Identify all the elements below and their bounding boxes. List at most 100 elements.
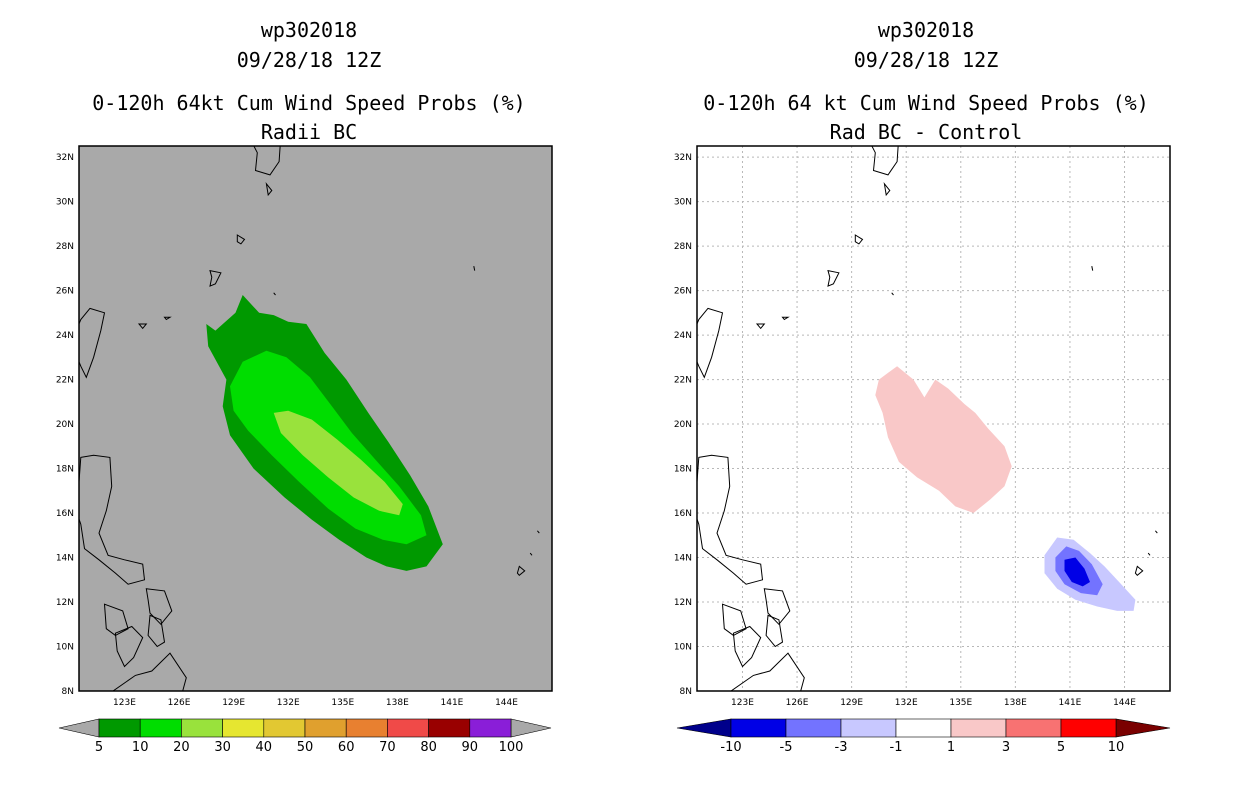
contour-level-1 — [875, 366, 1012, 513]
colorbar-label: 90 — [462, 740, 479, 755]
coastline-kyushu — [253, 146, 281, 176]
coastline-daito — [891, 292, 894, 296]
colorbar: -10 -5 -3 -1 1 3 5 10 — [676, 718, 1171, 755]
coastline-tanegashima — [265, 182, 273, 197]
coastline-amami — [236, 234, 246, 245]
coastline-samar — [145, 588, 173, 626]
chart-panel-2: wp302018 09/28/18 12Z 0-120h 64 kt Cum Win… — [674, 18, 1171, 755]
colorbar-swatch — [345, 718, 388, 738]
x-tick-label: 144E — [1113, 698, 1136, 708]
x-tick-label: 135E — [331, 698, 354, 708]
coastline-marianas-1 — [537, 530, 540, 534]
colorbar-swatch — [428, 718, 471, 738]
colorbar-swatch — [895, 718, 952, 738]
x-tick-label: 144E — [495, 698, 518, 708]
colorbar-swatch — [1005, 718, 1062, 738]
coastline-panay — [721, 603, 747, 636]
chart-title-line-1: wp302018 — [878, 18, 974, 42]
colorbar-swatch — [139, 718, 182, 738]
y-tick-label: 22N — [674, 376, 692, 386]
colorbar-label: 20 — [173, 740, 190, 755]
colorbar-swatch — [222, 718, 265, 738]
coastline-leyte — [765, 614, 784, 648]
coastline-okinawa — [827, 269, 840, 287]
colorbar-label: 10 — [1108, 740, 1125, 755]
y-tick-label: 14N — [674, 554, 692, 564]
coastline-marianas-1 — [1155, 530, 1158, 534]
plot-frame — [696, 145, 1171, 692]
colorbar-swatch — [950, 718, 1007, 738]
coastline-ishigaki — [755, 323, 766, 330]
contour-level-neg5 — [1064, 557, 1090, 587]
x-tick-label: 132E — [895, 698, 918, 708]
colorbar-label: 60 — [338, 740, 355, 755]
colorbar-swatch — [181, 718, 223, 738]
coastline-amami — [854, 234, 864, 245]
chart-title-line-2: 09/28/18 12Z — [237, 48, 382, 72]
y-tick-label: 20N — [56, 420, 74, 430]
colorbar-label: -1 — [890, 740, 903, 755]
chart-title-line-3: 0-120h 64 kt Cum Wind Speed Probs (%) — [703, 91, 1149, 115]
colorbar-label: 70 — [379, 740, 396, 755]
coastline-negros-cebu — [114, 625, 144, 668]
y-tick-label: 32N — [674, 153, 692, 163]
colorbar-swatch — [840, 718, 897, 738]
colorbar-label: 80 — [420, 740, 437, 755]
coastline-ogasawara — [1091, 266, 1094, 271]
x-tick-label: 138E — [1004, 698, 1027, 708]
colorbar-label: 10 — [132, 740, 149, 755]
x-tick-label: 126E — [168, 698, 191, 708]
y-tick-label: 28N — [56, 242, 74, 252]
chart-title-line-1: wp302018 — [261, 18, 357, 42]
x-tick-label: 135E — [949, 698, 972, 708]
coastline-taiwan — [697, 307, 724, 379]
colorbar-swatch — [263, 718, 306, 738]
colorbar-label: 40 — [256, 740, 273, 755]
chart-panel-1: wp302018 09/28/18 12Z 0-120h 64kt Cum Wind… — [56, 18, 553, 755]
coastline-leyte — [147, 614, 166, 648]
y-tick-label: 12N — [674, 598, 692, 608]
colorbar-swatch — [304, 718, 347, 738]
chart-title-line-4: Rad BC - Control — [830, 120, 1023, 144]
colorbar: 5 10 20 30 40 50 60 70 80 90 100 — [58, 718, 552, 755]
colorbar-label: 50 — [297, 740, 314, 755]
y-tick-label: 18N — [56, 465, 74, 475]
x-tick-label: 123E — [731, 698, 754, 708]
colorbar-swatch — [98, 718, 141, 738]
y-tick-label: 14N — [56, 554, 74, 564]
colorbar-end-left — [58, 718, 100, 738]
x-tick-label: 141E — [1059, 698, 1082, 708]
colorbar-label: 5 — [95, 740, 103, 755]
coastline-panay — [103, 603, 129, 636]
y-tick-label: 8N — [62, 687, 74, 697]
colorbar-swatch — [1060, 718, 1117, 738]
x-tick-label: 129E — [222, 698, 245, 708]
coastline-daito — [273, 292, 276, 296]
coastline-tanegashima — [883, 182, 891, 197]
y-tick-label: 30N — [674, 198, 692, 208]
y-tick-label: 8N — [680, 687, 692, 697]
colorbar-swatch — [785, 718, 842, 738]
coastline-okinawa — [209, 269, 222, 287]
y-tick-label: 16N — [674, 509, 692, 519]
coastline-luzon — [697, 454, 764, 585]
coastline-mindanao — [112, 652, 187, 691]
chart-title-line-4: Radii BC — [261, 120, 357, 144]
y-tick-label: 24N — [674, 331, 692, 341]
plot-area — [79, 146, 540, 691]
x-tick-label: 141E — [441, 698, 464, 708]
x-tick-label: 138E — [386, 698, 409, 708]
x-tick-label: 129E — [840, 698, 863, 708]
y-tick-label: 20N — [674, 420, 692, 430]
colorbar-label: 30 — [214, 740, 231, 755]
colorbar-end-right — [510, 718, 552, 738]
coastline-samar — [763, 588, 791, 626]
colorbar-label: -10 — [720, 740, 741, 755]
coastline-ishigaki — [137, 323, 148, 330]
y-tick-label: 10N — [56, 643, 74, 653]
coastline-ogasawara — [473, 266, 476, 271]
contour-level-20 — [273, 410, 403, 516]
y-tick-label: 12N — [56, 598, 74, 608]
coastline-miyako — [781, 316, 790, 321]
